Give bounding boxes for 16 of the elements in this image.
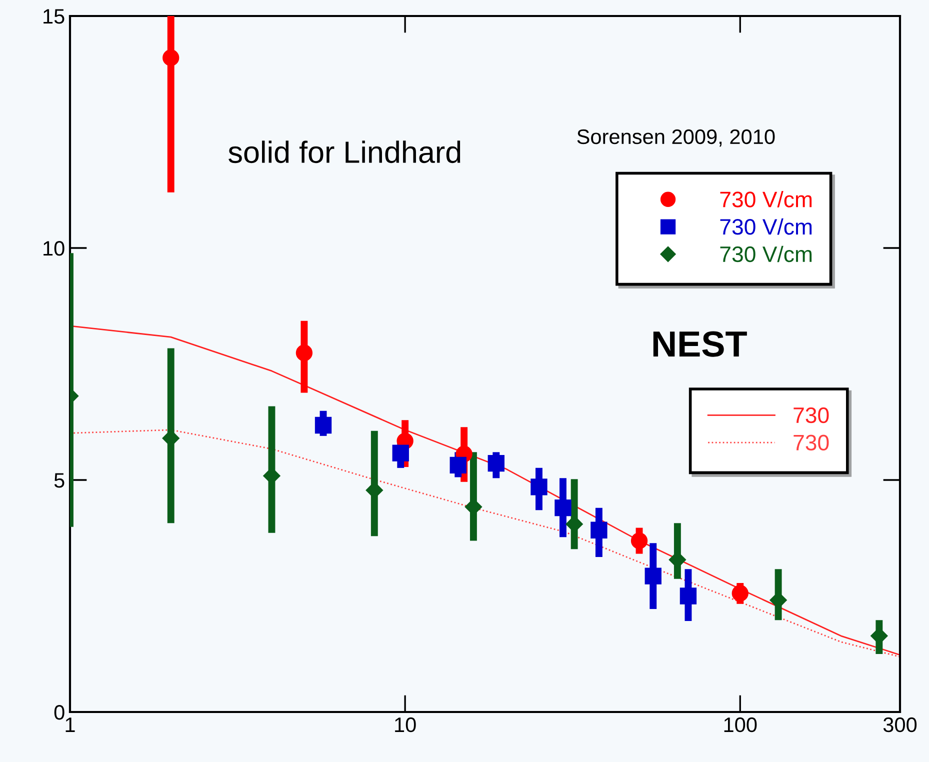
annotation: solid for Lindhard — [228, 140, 460, 164]
y-tick-label: 10 — [44, 241, 64, 256]
x-tick-label: 10 — [395, 717, 416, 732]
annotation: Sorensen 2009, 2010 — [577, 129, 775, 147]
annotation: NEST — [653, 331, 747, 357]
legend-label: 730 V/cm — [720, 218, 812, 235]
legend-label: 730 V/cm — [720, 246, 812, 262]
x-tick-label: 1 — [66, 718, 75, 732]
legend-label: 730 — [794, 434, 829, 451]
y-tick-label: 5 — [54, 473, 64, 488]
legend-label: 730 — [794, 407, 829, 424]
y-tick-label: 15 — [44, 9, 64, 24]
x-tick-label: 100 — [724, 717, 757, 732]
x-tick-label: 300 — [883, 717, 917, 732]
legend-label: 730 V/cm — [720, 191, 812, 208]
y-tick-label: 0 — [54, 705, 64, 720]
